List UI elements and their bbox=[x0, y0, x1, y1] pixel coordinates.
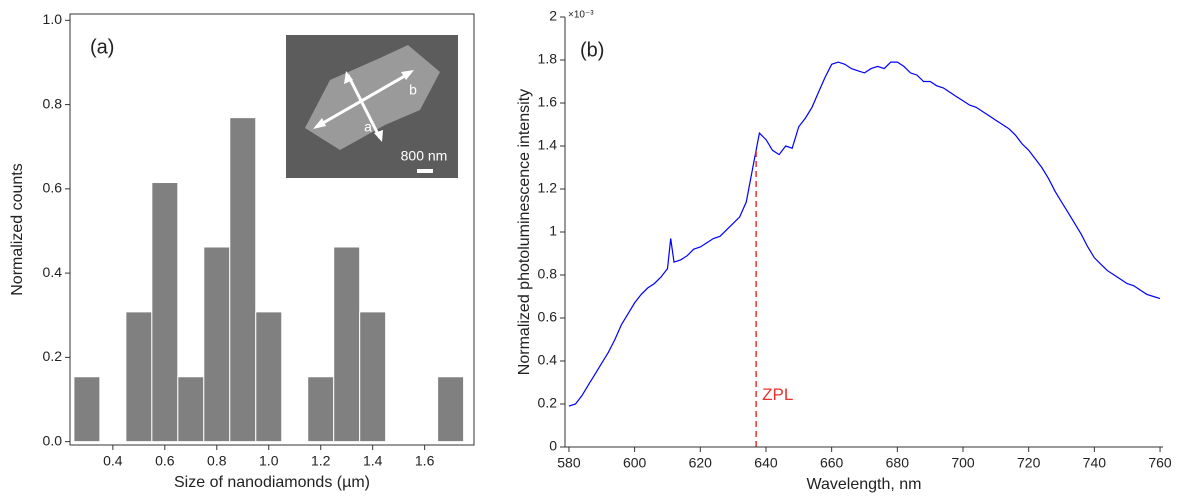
bar bbox=[73, 376, 101, 443]
x-tick-label: 720 bbox=[1017, 455, 1041, 471]
y-multiplier: ×10⁻³ bbox=[568, 10, 594, 21]
inset-arrow bbox=[315, 71, 411, 129]
x-tick-label: 680 bbox=[886, 455, 910, 471]
bar bbox=[229, 117, 257, 443]
bar bbox=[151, 182, 179, 443]
arrow-head bbox=[344, 71, 353, 84]
panel-label: (a) bbox=[90, 36, 114, 58]
y-tick-label: 0.0 bbox=[43, 432, 63, 448]
y-tick-label: 0 bbox=[549, 438, 557, 454]
x-tick-label: 700 bbox=[951, 455, 975, 471]
arrow-head bbox=[374, 130, 383, 142]
inset-arrow-label: b bbox=[409, 82, 417, 98]
x-tick-label: 1.0 bbox=[259, 453, 279, 469]
y-tick-label: 2 bbox=[549, 8, 557, 24]
bar bbox=[255, 311, 283, 443]
bar bbox=[333, 246, 361, 443]
x-tick-label: 600 bbox=[623, 455, 647, 471]
bar bbox=[125, 311, 153, 443]
scale-bar bbox=[417, 169, 433, 173]
annotation-label: ZPL bbox=[762, 385, 793, 404]
x-tick-label: 640 bbox=[754, 455, 778, 471]
x-tick-label: 0.4 bbox=[103, 453, 123, 469]
x-tick-label: 0.6 bbox=[155, 453, 175, 469]
bar bbox=[359, 311, 387, 443]
bar bbox=[177, 376, 205, 443]
x-tick-label: 740 bbox=[1083, 455, 1107, 471]
y-axis-label: Normalized photoluminescence intensity bbox=[516, 89, 533, 375]
x-tick-label: 580 bbox=[557, 455, 581, 471]
inset-arrow bbox=[346, 74, 382, 139]
x-tick-label: 1.4 bbox=[363, 453, 383, 469]
axes-frame bbox=[69, 13, 475, 446]
scale-bar-label: 800 nm bbox=[401, 148, 448, 164]
y-tick-label: 1.4 bbox=[538, 137, 558, 153]
data-line bbox=[568, 61, 1161, 407]
bar bbox=[307, 376, 335, 443]
y-tick-label: 1.2 bbox=[538, 180, 558, 196]
arrow-head bbox=[313, 118, 326, 129]
y-tick-label: 1.0 bbox=[43, 11, 63, 27]
y-axis-label: Normalized counts bbox=[9, 163, 26, 296]
x-tick-label: 1.2 bbox=[311, 453, 331, 469]
x-tick-label: 0.8 bbox=[207, 453, 227, 469]
y-tick-label: 1.6 bbox=[538, 94, 558, 110]
y-tick-label: 0.2 bbox=[538, 395, 558, 411]
x-axis-label: Size of nanodiamonds (µm) bbox=[174, 474, 370, 491]
x-tick-label: 660 bbox=[820, 455, 844, 471]
y-tick-label: 1.8 bbox=[538, 51, 558, 67]
y-tick-label: 0.4 bbox=[538, 352, 558, 368]
x-axis-label: Wavelength, nm bbox=[806, 476, 921, 493]
y-tick-label: 0.6 bbox=[538, 309, 558, 325]
y-tick-label: 0.6 bbox=[43, 180, 63, 196]
y-tick-label: 1 bbox=[549, 223, 557, 239]
x-tick-label: 620 bbox=[689, 455, 713, 471]
inset-image: a b 800 nm bbox=[286, 35, 458, 178]
x-tick-label: 1.6 bbox=[415, 453, 435, 469]
y-tick-label: 0.4 bbox=[43, 264, 63, 280]
bar bbox=[437, 376, 465, 443]
arrow-head bbox=[401, 70, 414, 80]
bar bbox=[203, 246, 231, 443]
panel-label: (b) bbox=[580, 39, 604, 61]
y-tick-label: 0.2 bbox=[43, 348, 63, 364]
x-tick-label: 760 bbox=[1148, 455, 1172, 471]
inset-arrow-label: a bbox=[364, 119, 372, 135]
y-tick-label: 0.8 bbox=[43, 95, 63, 111]
y-tick-label: 0.8 bbox=[538, 266, 558, 282]
